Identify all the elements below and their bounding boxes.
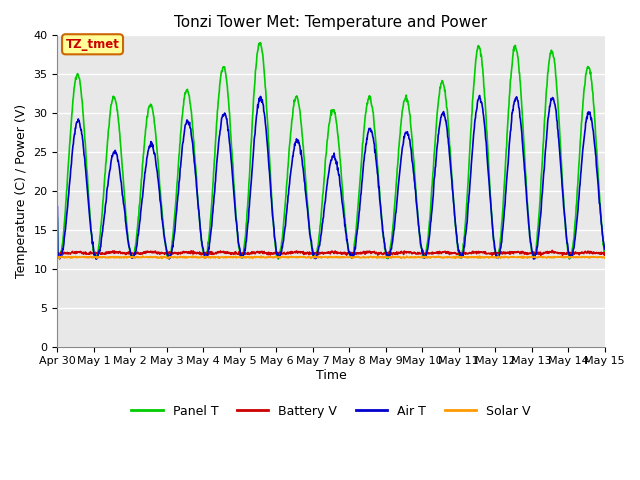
Panel T: [553, 86, 561, 92]
Battery V: [415, 250, 422, 256]
Line: Battery V: Battery V: [58, 251, 605, 255]
Line: Air T: Air T: [58, 96, 605, 259]
Battery V: [537, 252, 545, 258]
Air T: [601, 246, 609, 252]
Battery V: [553, 250, 561, 256]
Line: Panel T: Panel T: [58, 43, 605, 259]
Air T: [282, 223, 289, 229]
Solar V: [506, 255, 513, 261]
Battery V: [268, 251, 276, 257]
Battery V: [54, 251, 61, 256]
Legend: Panel T, Battery V, Air T, Solar V: Panel T, Battery V, Air T, Solar V: [127, 400, 536, 423]
Solar V: [282, 253, 290, 259]
Air T: [415, 224, 422, 229]
Panel T: [54, 216, 61, 221]
Air T: [268, 207, 276, 213]
Solar V: [158, 255, 166, 261]
Solar V: [54, 254, 61, 260]
Air T: [553, 118, 561, 123]
Title: Tonzi Tower Met: Temperature and Power: Tonzi Tower Met: Temperature and Power: [175, 15, 488, 30]
Battery V: [601, 252, 609, 258]
Battery V: [175, 251, 182, 256]
Panel T: [256, 40, 264, 46]
Line: Solar V: Solar V: [58, 256, 605, 258]
Panel T: [416, 234, 424, 240]
Air T: [476, 93, 483, 98]
Solar V: [416, 254, 424, 260]
Air T: [175, 192, 182, 197]
X-axis label: Time: Time: [316, 369, 346, 382]
Panel T: [282, 188, 290, 193]
Y-axis label: Temperature (C) / Power (V): Temperature (C) / Power (V): [15, 104, 28, 278]
Battery V: [548, 248, 556, 253]
Air T: [506, 141, 513, 147]
Solar V: [553, 254, 561, 260]
Panel T: [269, 207, 276, 213]
Text: TZ_tmet: TZ_tmet: [66, 38, 120, 51]
Solar V: [175, 254, 182, 260]
Battery V: [505, 251, 513, 256]
Solar V: [269, 254, 276, 260]
Battery V: [282, 251, 289, 257]
Panel T: [506, 91, 513, 96]
Air T: [54, 204, 61, 209]
Solar V: [601, 255, 609, 261]
Panel T: [175, 163, 182, 169]
Air T: [530, 256, 538, 262]
Panel T: [275, 256, 282, 262]
Solar V: [311, 253, 319, 259]
Panel T: [601, 249, 609, 254]
